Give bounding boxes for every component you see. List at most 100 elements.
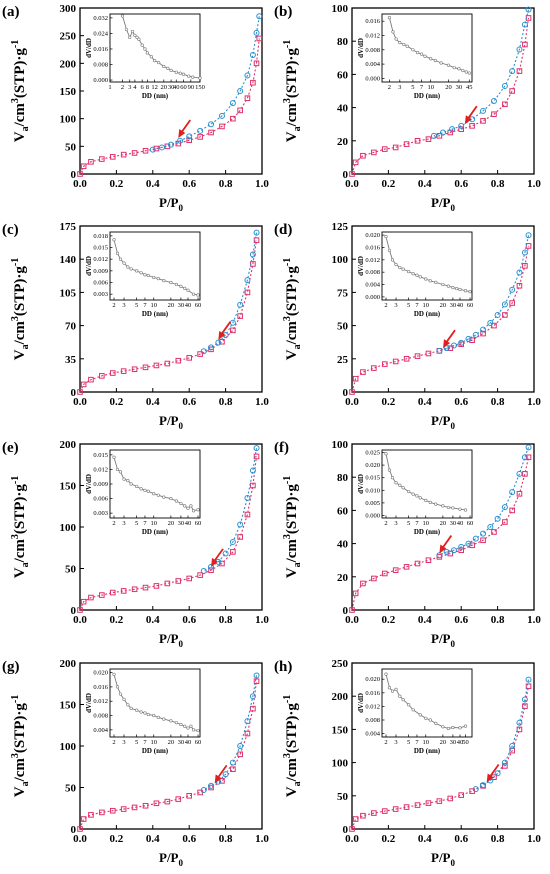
- desorption-point: [509, 489, 516, 496]
- adsorption-point: [352, 816, 359, 822]
- inset-point: [424, 498, 428, 502]
- adsorption-point: [256, 35, 263, 42]
- inset-point: [135, 708, 139, 712]
- inset-x-tick-label: 2: [121, 84, 124, 91]
- inset-point: [118, 470, 123, 474]
- inset-point: [135, 35, 139, 39]
- inset-x-tick-label: 40: [457, 739, 464, 746]
- inset-x-tick-label: 10: [423, 302, 430, 309]
- inset-x-tick-label: 5: [407, 520, 410, 527]
- isotherm-chart: 0.0 0.2 0.4 0.6 0.8 1.003570105140175P/P0Va/c…: [2, 221, 269, 431]
- desorption-point: [521, 454, 528, 461]
- inset-y-tick-label: 0.012: [93, 256, 108, 263]
- inset-x-tick-label: 7: [143, 302, 147, 309]
- inset-point: [198, 76, 202, 80]
- panel-c: 0.0 0.2 0.4 0.6 0.8 1.0 0 35 70 105 140 175 P/P0 Va/c…: [0, 218, 270, 433]
- inset-x-tick-label: 3: [122, 520, 125, 527]
- desorption-point: [158, 144, 165, 151]
- inset-point: [149, 55, 153, 59]
- inset-x-tick-label: 7: [143, 739, 147, 746]
- inset-point: [145, 51, 149, 55]
- adsorption-point: [99, 809, 105, 816]
- inset-point: [398, 41, 402, 45]
- adsorption-point: [250, 79, 256, 86]
- inset-point: [394, 481, 398, 485]
- x-tick-label: 0.2: [110, 614, 124, 626]
- x-tick-label: 0.8: [491, 614, 505, 626]
- desorption-point: [208, 782, 215, 789]
- desorption-point: [525, 676, 532, 683]
- inset-y-label: dV/dD: [357, 693, 365, 713]
- y-tick-label: 0: [71, 387, 77, 399]
- inset-y-tick-label: 0.004: [365, 731, 380, 738]
- desorption-point: [237, 743, 244, 749]
- adsorption-point: [197, 134, 203, 140]
- inset-point: [112, 238, 116, 242]
- panel-d: 0.0 0.2 0.4 0.6 0.8 1.0 0 25 50 75 100 125 P/P0 Va/cm…: [272, 218, 542, 433]
- inset-background: [360, 665, 480, 753]
- adsorption-point: [109, 154, 116, 160]
- adsorption-point: [244, 511, 251, 518]
- desorption-point: [458, 543, 465, 550]
- inset-x-tick-label: 20: [168, 302, 175, 309]
- inset-point: [402, 42, 406, 47]
- inset-point: [181, 72, 186, 76]
- y-tick-label: 0: [71, 605, 77, 617]
- inset-point: [464, 70, 468, 74]
- y-tick-label: 200: [60, 439, 77, 451]
- x-tick-label: 0.4: [146, 614, 160, 626]
- inset-point: [122, 261, 126, 265]
- panel-label: (d): [274, 222, 292, 238]
- adsorption-point: [230, 327, 236, 334]
- arrow-head: [443, 339, 450, 349]
- inset-point: [398, 483, 402, 487]
- inset-y-tick-label: 0.012: [365, 32, 380, 39]
- inset-point: [174, 70, 178, 74]
- x-tick-label: 0.0: [73, 614, 87, 626]
- inset-x-tick-label: 3: [394, 739, 397, 746]
- desorption-point: [237, 88, 244, 94]
- inset-y-label: dV/dD: [85, 256, 93, 276]
- desorption-series-line: [439, 235, 530, 352]
- adsorption-series-line: [79, 240, 258, 393]
- inset-point: [146, 489, 150, 493]
- inset-point: [196, 508, 200, 512]
- inset-point: [429, 57, 433, 61]
- inset-x-tick-label: 5: [135, 520, 138, 527]
- inset-y-label: dV/dD: [357, 38, 365, 58]
- inset-x-tick-label: 60: [467, 302, 474, 309]
- desorption-point: [149, 146, 156, 153]
- adsorption-point: [360, 152, 366, 159]
- x-tick-label: 0.6: [182, 614, 196, 626]
- arrow-marker: [439, 535, 453, 554]
- desorption-point: [197, 127, 204, 134]
- adsorption-point: [142, 364, 149, 371]
- inset-point: [183, 724, 187, 728]
- inset-point: [191, 75, 195, 79]
- inset-x-tick-label: 40: [457, 302, 464, 309]
- desorption-point: [525, 444, 532, 451]
- inset-point: [415, 51, 420, 55]
- x-axis-title: P/P0: [159, 631, 184, 649]
- inset-point: [394, 37, 398, 41]
- arrow-marker: [214, 764, 228, 784]
- inset-x-label: DD (nm): [414, 92, 441, 100]
- inset-point: [455, 286, 459, 291]
- y-tick-label: 80: [337, 472, 349, 484]
- inset-point: [174, 282, 178, 287]
- desorption-point: [200, 567, 207, 574]
- x-tick-label: 0.6: [182, 833, 196, 845]
- inset-x-label: DD (nm): [414, 528, 441, 536]
- inset-x-tick-label: 40: [457, 520, 464, 527]
- adsorption-point: [403, 356, 410, 362]
- inset-point: [112, 672, 116, 676]
- adsorption-point: [425, 350, 432, 357]
- adsorption-point: [509, 88, 515, 94]
- inset-point: [411, 48, 415, 52]
- inset-y-tick-label: 0.016: [93, 46, 108, 53]
- panel-g: 0.0 0.2 0.4 0.6 0.8 1.0 0 50 100 150 200 P/P0 Va/cm3…: [0, 655, 270, 870]
- desorption-point: [440, 129, 446, 136]
- inset-y-tick-label: 0.004: [365, 61, 380, 68]
- inset-y-tick-label: 0.000: [365, 75, 380, 82]
- inset-x-tick-label: 2: [112, 302, 115, 309]
